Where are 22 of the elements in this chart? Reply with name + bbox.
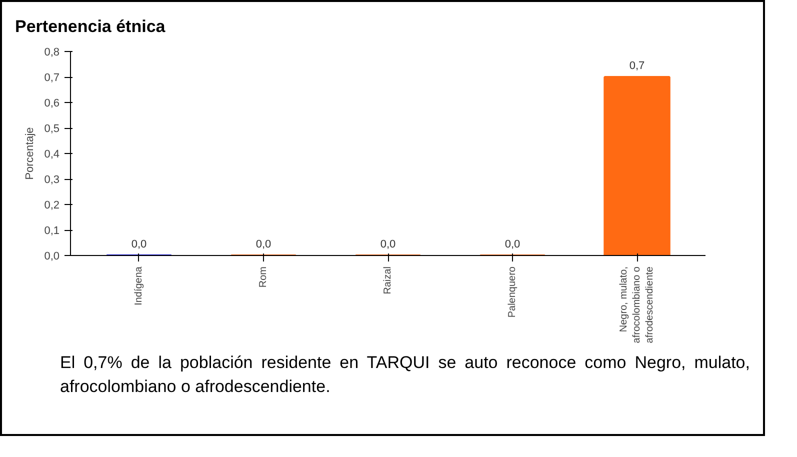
y-tick-label: 0,2 (44, 200, 60, 212)
y-axis-title: Porcentaje (24, 127, 36, 180)
x-tick-label: Rom (258, 266, 269, 288)
y-tick-label: 0,4 (44, 148, 60, 160)
x-tick-label: Palenquero (507, 266, 518, 318)
y-tick-label: 0,8 (44, 46, 60, 58)
data-label: 0,7 (629, 60, 645, 72)
text: El 0,7% de la población residente en TARQUI se auto reconoce como Negro, mulato, afrocolombiano o afrodescendiente. (60, 352, 750, 398)
x-tick-label: Indígena (133, 266, 144, 306)
y-tick-label: 0,5 (44, 123, 60, 135)
y-tick-label: 0,1 (44, 225, 60, 237)
data-label: 0,0 (504, 238, 520, 250)
y-tick-label: 0,3 (44, 174, 60, 186)
data-label: 0,0 (131, 238, 147, 250)
y-tick-label: 0,7 (44, 72, 60, 84)
y-tick-label: 0,6 (44, 98, 60, 110)
x-tick-label: Negro, mulato, afrocolombiano o afrodescendiente (618, 266, 656, 344)
chart-title: Pertenencia étnica (15, 17, 166, 36)
y-tick-label: 0,0 (44, 250, 60, 262)
x-tick-label: Raizal (382, 266, 394, 294)
data-label: 0,0 (380, 238, 396, 250)
data-label: 0,0 (256, 238, 272, 250)
